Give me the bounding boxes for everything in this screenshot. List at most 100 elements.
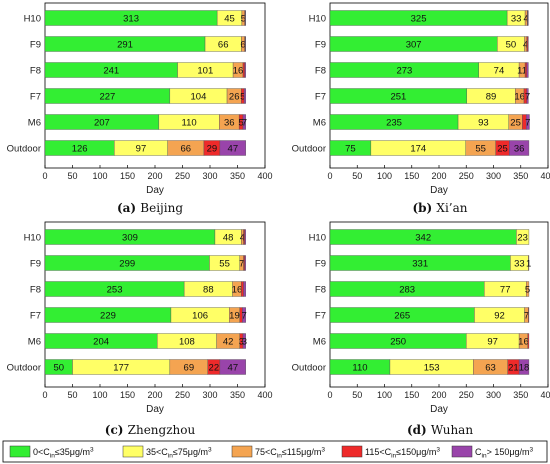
category-label: H10 [309,14,326,25]
x-tick-label: 300 [486,171,501,181]
legend-label: Cin> 150μg/m3 [475,447,534,460]
panel-caption: (c) Zhengzhou [105,423,196,437]
data-label: 89 [486,92,497,103]
data-label: 75 [345,144,356,155]
category-label: H10 [24,233,41,244]
legend: 0<Cin≤35μg/m3 35<Cin≤75μg/m3 75<Cin≤115μg/… [2,440,548,463]
panel-caption: (d) Wuhan [407,423,473,437]
x-tick-label: 300 [202,390,217,400]
x-axis-label: Day [430,185,448,196]
data-label: 4 [524,14,529,25]
data-label: 6 [240,40,245,51]
category-label: Outdoor [7,144,41,155]
category-label: M6 [313,337,326,348]
data-label: 47 [228,144,239,155]
data-label: 250 [390,337,406,348]
data-label: 7 [524,311,529,322]
x-tick-label: 0 [42,390,47,400]
bar-segment [242,333,246,349]
data-label: 69 [184,363,195,374]
x-axis-label: Day [146,185,164,196]
data-label: 227 [99,92,115,103]
data-label: 331 [412,259,428,270]
panel-city: Zhengzhou [128,423,196,437]
x-tick-label: 200 [147,390,162,400]
x-tick-label: 300 [486,390,501,400]
category-label: Outdoor [292,144,326,155]
legend-item: 75<Cin≤115μg/m3 [231,445,325,460]
data-label: 7 [241,311,246,322]
bar-segment [528,255,530,271]
data-label: 55 [219,259,230,270]
data-label: 229 [100,311,116,322]
legend-item: 35<Cin≤75μg/m3 [122,445,212,460]
bar-segment [516,229,530,245]
data-label: 19 [229,311,240,322]
data-label: 273 [396,66,412,77]
data-label: 97 [136,144,147,155]
data-label: 108 [179,337,195,348]
x-tick-label: 400 [257,390,272,400]
data-label: 241 [103,66,119,77]
data-label: 23 [517,233,528,244]
data-label: 29 [207,144,218,155]
data-label: 251 [390,92,406,103]
data-label: 253 [107,285,123,296]
x-tick-label: 350 [230,390,245,400]
bar-segment [244,10,246,26]
legend-item: 115<Cin≤150μg/m3 [341,445,440,460]
data-label: 48 [223,233,234,244]
panel-city: Wuhan [431,423,473,437]
category-label: F7 [30,92,41,103]
panel-caption: (b) Xi’an [412,201,467,215]
x-tick-label: 250 [175,390,190,400]
data-label: 5 [241,14,246,25]
legend-label: 115<Cin≤150μg/m3 [365,447,440,460]
category-label: M6 [28,118,41,129]
category-label: F7 [315,311,326,322]
data-label: 50 [506,40,517,51]
bar-segment [527,10,529,26]
data-label: 92 [494,311,505,322]
x-tick-label: 200 [147,171,162,181]
data-label: 25 [497,144,508,155]
x-axis-label: Day [146,404,164,415]
bar-segment [243,281,246,297]
x-tick-label: 50 [67,390,77,400]
x-tick-label: 0 [42,171,47,181]
data-label: 207 [94,118,110,129]
category-label: F9 [30,40,41,51]
data-label: 153 [424,363,440,374]
data-label: 22 [209,363,220,374]
x-tick-label: 350 [513,390,528,400]
data-label: 74 [494,66,505,77]
data-label: 47 [228,363,239,374]
data-label: 110 [182,118,197,129]
bar-segment [244,229,246,245]
x-tick-label: 50 [352,390,362,400]
data-label: 313 [123,14,139,25]
x-tick-label: 200 [431,390,446,400]
x-tick-label: 100 [92,171,107,181]
x-tick-label: 250 [175,171,190,181]
data-label: 204 [93,337,109,348]
x-tick-label: 150 [404,390,419,400]
bar-segment [219,140,246,156]
bar-segment [509,140,530,156]
data-label: 25 [510,118,521,129]
panel-label: (c) [105,423,128,437]
data-label: 106 [192,311,208,322]
data-label: 18 [519,363,530,374]
x-tick-label: 50 [67,171,77,181]
data-label: 3 [239,337,244,348]
data-label: 1 [526,259,531,270]
bar-segment [527,36,529,52]
data-label: 177 [113,363,129,374]
bar-segment [242,62,245,78]
data-label: 16 [518,337,529,348]
data-label: 36 [514,144,525,155]
data-label: 4 [240,233,245,244]
category-label: F9 [315,259,326,270]
